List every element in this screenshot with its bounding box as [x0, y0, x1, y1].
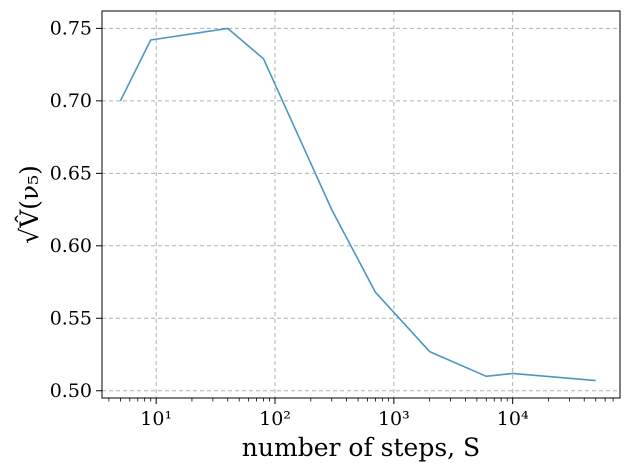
x-axis-ticks: 10¹ 10² 10³ 10⁴	[108, 398, 614, 430]
y-tick-label: 0.65	[50, 162, 92, 184]
y-axis-ticks: 0.50 0.55 0.60 0.65 0.70 0.75	[50, 17, 102, 402]
plot-frame	[101, 10, 621, 399]
x-tick-label: 10¹	[140, 408, 172, 430]
x-tick-label: 10²	[259, 408, 291, 430]
y-tick-label: 0.60	[50, 235, 92, 257]
y-tick-label: 0.70	[50, 90, 92, 112]
grid	[102, 11, 620, 398]
x-axis-label: number of steps, S	[242, 433, 480, 462]
y-tick-label: 0.75	[50, 17, 92, 39]
series-line	[119, 27, 596, 382]
x-tick-label: 10⁴	[497, 408, 529, 430]
y-tick-label: 0.55	[50, 307, 92, 329]
y-axis-label: √V̂(ν₅)	[15, 165, 44, 244]
x-tick-label: 10³	[378, 408, 410, 430]
y-tick-label: 0.50	[50, 380, 92, 402]
series	[119, 27, 596, 382]
